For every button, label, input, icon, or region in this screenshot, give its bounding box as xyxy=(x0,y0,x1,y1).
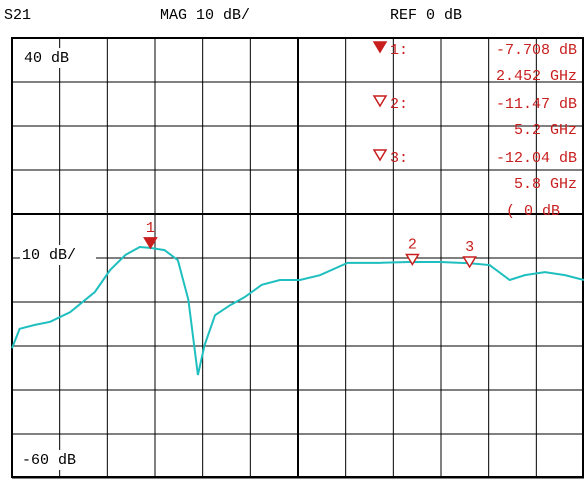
trace xyxy=(11,245,584,376)
scale-label: 40 dB xyxy=(24,50,69,67)
reference-label: REF 0 dB xyxy=(390,7,462,24)
readout-id: 3: xyxy=(390,150,408,167)
label-bg xyxy=(20,245,96,265)
marker-number: 3 xyxy=(465,239,474,256)
marker-number: 1 xyxy=(146,220,155,237)
readout-symbol xyxy=(372,95,388,108)
marker xyxy=(143,237,158,250)
label-bg xyxy=(20,450,86,470)
readout-id: 1: xyxy=(390,42,408,59)
trace-label: S21 xyxy=(4,7,31,24)
readout-value: -11.47 dB xyxy=(496,96,577,113)
readout-freq: 5.8 GHz xyxy=(514,176,577,193)
readout-symbol xyxy=(372,41,388,54)
readout-value: -12.04 dB xyxy=(496,150,577,167)
annotation: ( 0 dB xyxy=(506,203,560,220)
readout-freq: 2.452 GHz xyxy=(496,68,577,85)
label-bg xyxy=(22,48,88,68)
readout-id: 2: xyxy=(390,96,408,113)
readout-value: -7.708 dB xyxy=(496,42,577,59)
readout-symbol xyxy=(372,149,388,162)
plot-frame xyxy=(11,37,584,478)
scale-label: 10 dB/ xyxy=(22,247,76,264)
scale-label: -60 dB xyxy=(22,452,76,469)
marker-number: 2 xyxy=(408,236,417,253)
marker xyxy=(462,256,477,269)
marker xyxy=(405,253,420,266)
readout-freq: 5.2 GHz xyxy=(514,122,577,139)
format-label: MAG 10 dB/ xyxy=(160,7,250,24)
